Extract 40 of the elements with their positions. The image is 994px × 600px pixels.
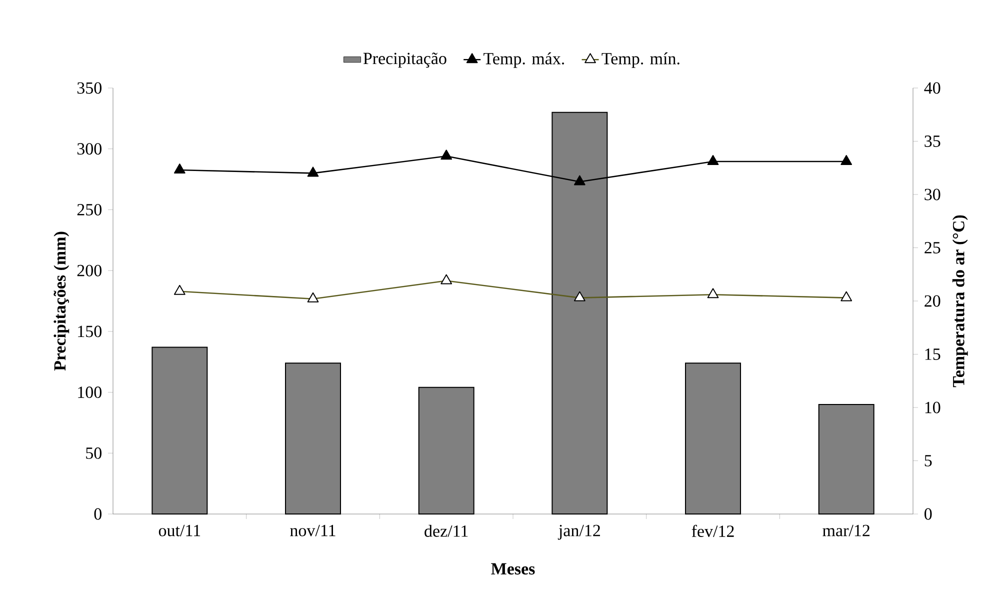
bar [418, 386, 474, 514]
legend-label: Temp. máx. [484, 52, 564, 68]
y-tick-label: 250 [77, 204, 102, 216]
point [174, 164, 186, 174]
y-tick-label: 0 [94, 508, 102, 520]
point [707, 154, 719, 165]
y-axis-title: Precipitações (mm) [54, 232, 70, 371]
legend-label: Precipitação [363, 52, 446, 68]
y2-tick-label: 15 [925, 348, 940, 360]
y-tick-label: 100 [78, 386, 102, 398]
y2-tick-label: 10 [925, 402, 940, 414]
y2-tick-label: 0 [924, 508, 932, 520]
bar [285, 362, 342, 514]
y2-tick-label: 20 [924, 295, 940, 307]
y-tick-label: 50 [86, 447, 102, 459]
point [307, 166, 319, 177]
x-tick-label: nov/11 [290, 524, 336, 536]
x-axis-title: Meses [491, 563, 535, 575]
point [574, 175, 586, 186]
y-tick-label: 200 [77, 264, 102, 276]
y2-tick-label: 40 [924, 82, 940, 94]
x-tick-label: out/11 [158, 524, 200, 536]
x-tick-label: fev/12 [692, 524, 734, 538]
y2-tick-label: 5 [924, 455, 932, 466]
y2-tick-label: 30 [924, 188, 940, 200]
point [440, 150, 452, 160]
y-tick-label: 350 [77, 82, 102, 94]
x-tick-label: mar/12 [822, 524, 870, 536]
point [840, 154, 852, 165]
y2-tick-label: 35 [924, 136, 940, 147]
bar [685, 362, 742, 514]
y-tick-label: 300 [77, 143, 102, 155]
x-tick-label: jan/12 [558, 524, 600, 540]
y2-tick-label: 25 [924, 242, 940, 254]
y-tick-label: 150 [78, 326, 102, 338]
x-tick-label: dez/11 [424, 524, 468, 537]
y2-axis-title: Temperatura do ar (°C) [952, 215, 968, 388]
bar [152, 346, 208, 514]
legend-label: Temp. mín. [602, 52, 680, 68]
bar [818, 404, 874, 514]
